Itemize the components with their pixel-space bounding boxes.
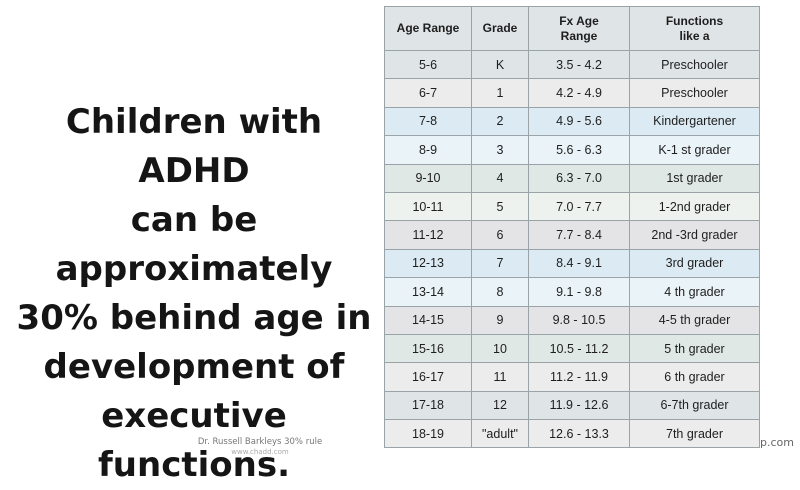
cell-age-range: 15-16 — [384, 333, 472, 364]
cell-age-range: 14-15 — [384, 305, 472, 335]
table-row: 16-17 11 11.2 - 11.9 6 th grader — [384, 362, 760, 392]
cell-grade: 5 — [471, 191, 529, 222]
cell-grade: 10 — [471, 333, 529, 364]
table-header-row: Age Range Grade Fx Age Range Functions l… — [384, 6, 760, 51]
header-fx-age-range: Fx Age Range — [528, 6, 630, 51]
headline-line: can be approximately — [55, 200, 333, 289]
cell-functions-like: 3rd grader — [629, 248, 760, 279]
source-caption: Dr. Russell Barkleys 30% rule www.chadd.… — [150, 437, 370, 457]
cell-grade: K — [471, 49, 529, 80]
cell-fx-age-range: 6.3 - 7.0 — [528, 163, 630, 193]
header-age-range: Age Range — [384, 6, 472, 51]
cell-functions-like: 7th grader — [629, 419, 760, 449]
cell-grade: 3 — [471, 135, 529, 165]
headline-line: development of — [43, 347, 345, 387]
cell-age-range: 6-7 — [384, 78, 472, 108]
table-row: 6-7 1 4.2 - 4.9 Preschooler — [384, 78, 760, 108]
cell-functions-like: 1-2nd grader — [629, 191, 760, 222]
source-text: Dr. Russell Barkleys 30% rule — [197, 437, 323, 447]
cell-age-range: 7-8 — [384, 106, 472, 137]
cell-fx-age-range: 7.7 - 8.4 — [528, 220, 630, 250]
cell-functions-like: 4-5 th grader — [629, 305, 760, 335]
table-row: 13-14 8 9.1 - 9.8 4 th grader — [384, 277, 760, 307]
cell-fx-age-range: 5.6 - 6.3 — [528, 135, 630, 165]
cell-age-range: 10-11 — [384, 191, 472, 222]
cell-age-range: 12-13 — [384, 248, 472, 279]
headline: Children with ADHD can be approximately … — [8, 98, 380, 490]
cell-fx-age-range: 4.2 - 4.9 — [528, 78, 630, 108]
cell-fx-age-range: 8.4 - 9.1 — [528, 248, 630, 279]
table-row: 17-18 12 11.9 - 12.6 6-7th grader — [384, 390, 760, 421]
cell-fx-age-range: 12.6 - 13.3 — [528, 419, 630, 449]
cell-functions-like: 1st grader — [629, 163, 760, 193]
cell-grade: 7 — [471, 248, 529, 279]
cell-age-range: 13-14 — [384, 277, 472, 307]
cell-functions-like: Preschooler — [629, 78, 760, 108]
cell-fx-age-range: 9.8 - 10.5 — [528, 305, 630, 335]
cell-grade: 11 — [471, 362, 529, 392]
table-row: 12-13 7 8.4 - 9.1 3rd grader — [384, 248, 760, 279]
cell-functions-like: 6 th grader — [629, 362, 760, 392]
cell-grade: "adult" — [471, 419, 529, 449]
table-row: 7-8 2 4.9 - 5.6 Kindergartener — [384, 106, 760, 137]
cell-functions-like: Kindergartener — [629, 106, 760, 137]
functioning-age-table: Age Range Grade Fx Age Range Functions l… — [384, 6, 760, 449]
table-row: 11-12 6 7.7 - 8.4 2nd -3rd grader — [384, 220, 760, 250]
table-row: 10-11 5 7.0 - 7.7 1-2nd grader — [384, 191, 760, 222]
cell-fx-age-range: 10.5 - 11.2 — [528, 333, 630, 364]
cell-functions-like: Preschooler — [629, 49, 760, 80]
table-row: 15-16 10 10.5 - 11.2 5 th grader — [384, 333, 760, 364]
table-row: 14-15 9 9.8 - 10.5 4-5 th grader — [384, 305, 760, 335]
cell-age-range: 16-17 — [384, 362, 472, 392]
cell-grade: 8 — [471, 277, 529, 307]
cell-functions-like: K-1 st grader — [629, 135, 760, 165]
cell-fx-age-range: 9.1 - 9.8 — [528, 277, 630, 307]
cell-grade: 2 — [471, 106, 529, 137]
cell-functions-like: 5 th grader — [629, 333, 760, 364]
table-row: 5-6 K 3.5 - 4.2 Preschooler — [384, 49, 760, 80]
table-row: 18-19 "adult" 12.6 - 13.3 7th grader — [384, 419, 760, 449]
cell-age-range: 5-6 — [384, 49, 472, 80]
cell-fx-age-range: 11.9 - 12.6 — [528, 390, 630, 421]
header-functions-like: Functions like a — [629, 6, 760, 51]
cell-grade: 6 — [471, 220, 529, 250]
cell-functions-like: 2nd -3rd grader — [629, 220, 760, 250]
cell-fx-age-range: 11.2 - 11.9 — [528, 362, 630, 392]
cell-age-range: 9-10 — [384, 163, 472, 193]
header-grade: Grade — [471, 6, 529, 51]
source-site: www.chadd.com — [231, 448, 289, 456]
cell-age-range: 11-12 — [384, 220, 472, 250]
headline-line: 30% behind age in — [16, 298, 372, 338]
cell-fx-age-range: 7.0 - 7.7 — [528, 191, 630, 222]
cell-age-range: 18-19 — [384, 419, 472, 449]
cell-functions-like: 4 th grader — [629, 277, 760, 307]
cell-grade: 9 — [471, 305, 529, 335]
cell-grade: 1 — [471, 78, 529, 108]
cell-age-range: 8-9 — [384, 135, 472, 165]
headline-line: Children with ADHD — [65, 102, 323, 191]
cell-functions-like: 6-7th grader — [629, 390, 760, 421]
table-row: 9-10 4 6.3 - 7.0 1st grader — [384, 163, 760, 193]
cell-fx-age-range: 4.9 - 5.6 — [528, 106, 630, 137]
cell-grade: 4 — [471, 163, 529, 193]
cell-age-range: 17-18 — [384, 390, 472, 421]
cell-grade: 12 — [471, 390, 529, 421]
cell-fx-age-range: 3.5 - 4.2 — [528, 49, 630, 80]
watermark: wp.com — [751, 436, 794, 449]
table-row: 8-9 3 5.6 - 6.3 K-1 st grader — [384, 135, 760, 165]
